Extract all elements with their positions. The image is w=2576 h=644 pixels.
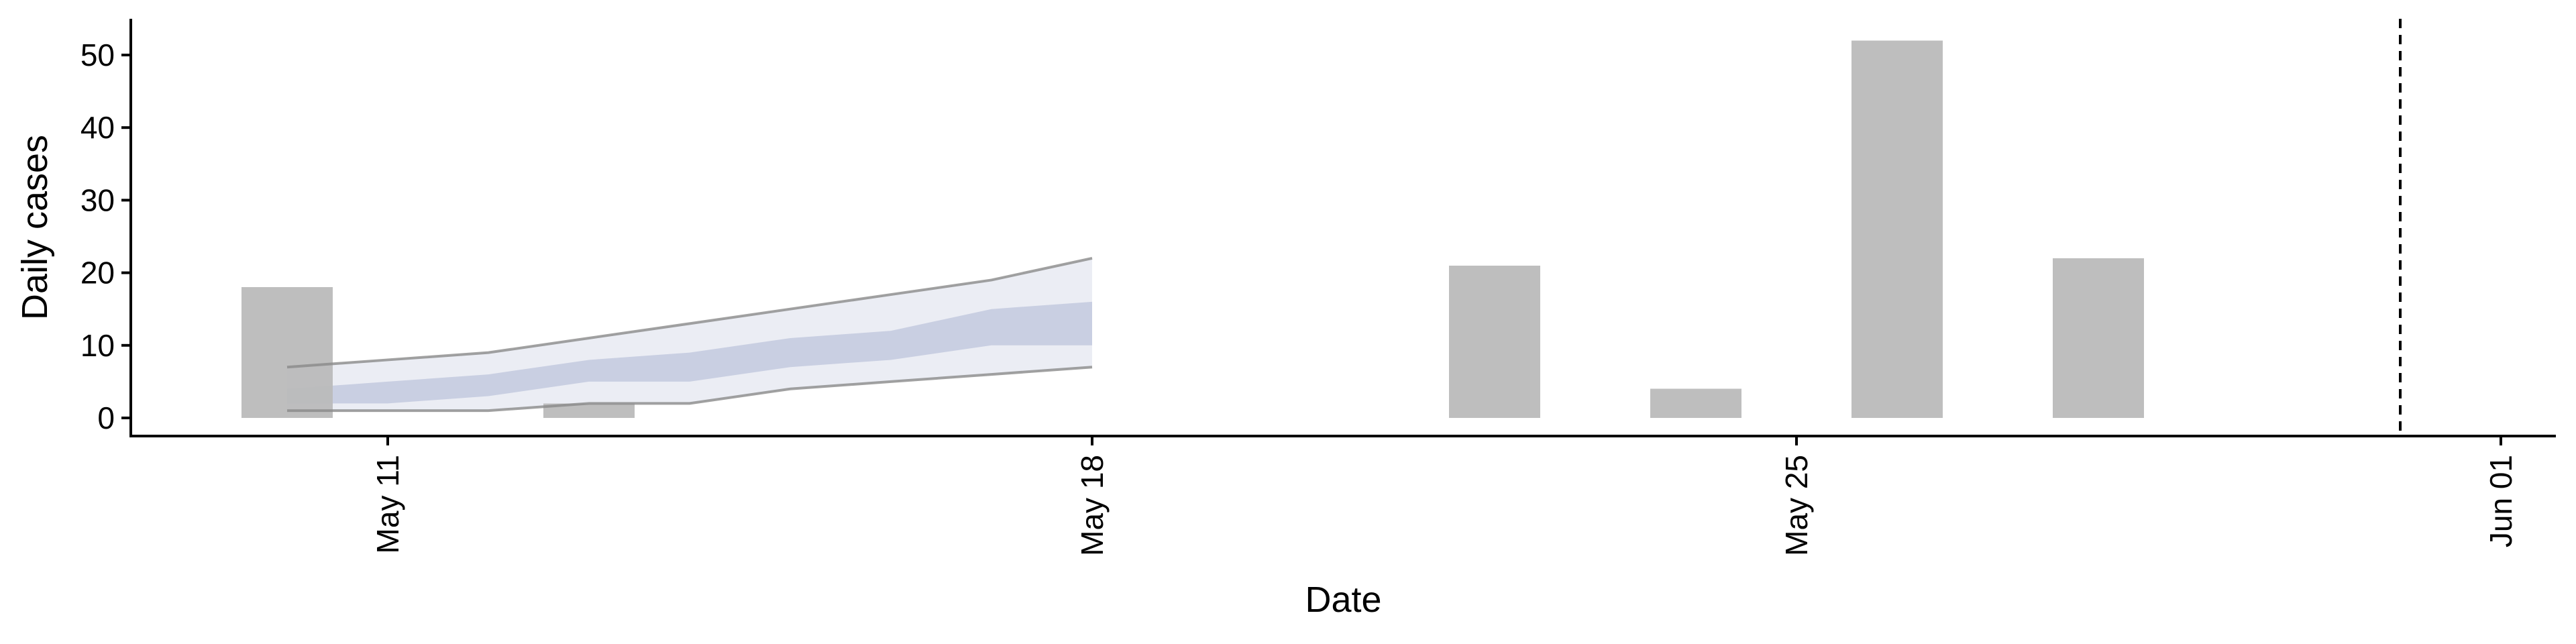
bar-2024-05-26 xyxy=(1851,40,1943,419)
y-tick-label-0: 0 xyxy=(97,400,115,435)
forecast-bands xyxy=(287,258,1092,411)
axis-labels: 0 10 20 30 40 50 May 11 May 18 May 25 Jun 01 Date D… xyxy=(15,38,2518,620)
x-tick-label-1: May 18 xyxy=(1075,455,1110,556)
bar-2024-05-28 xyxy=(2053,258,2144,418)
x-axis-title: Date xyxy=(1305,580,1381,620)
bar-2024-05-10 xyxy=(241,287,333,418)
bar-2024-05-13 xyxy=(543,403,635,418)
x-tick-label-2: May 25 xyxy=(1779,455,1814,556)
axes xyxy=(121,19,2556,445)
y-tick-label-40: 40 xyxy=(80,110,115,145)
forecast-upper-line xyxy=(286,257,1093,369)
y-tick-label-10: 10 xyxy=(80,328,115,363)
forecast-bound-lines xyxy=(286,257,1093,413)
y-tick-label-30: 30 xyxy=(80,182,115,217)
bar-2024-05-24 xyxy=(1650,388,1741,418)
forecast-lower-line xyxy=(287,366,1093,413)
x-tick-label-3: Jun 01 xyxy=(2483,455,2518,547)
bars xyxy=(241,40,2144,419)
y-tick-label-20: 20 xyxy=(80,256,115,290)
x-tick-label-0: May 11 xyxy=(370,455,405,553)
forecast-outer-band xyxy=(287,258,1092,411)
y-axis-title: Daily cases xyxy=(15,135,55,320)
bar-2024-05-22 xyxy=(1449,265,1540,418)
y-tick-label-50: 50 xyxy=(80,38,115,72)
forecast-inner-band xyxy=(287,301,1092,404)
